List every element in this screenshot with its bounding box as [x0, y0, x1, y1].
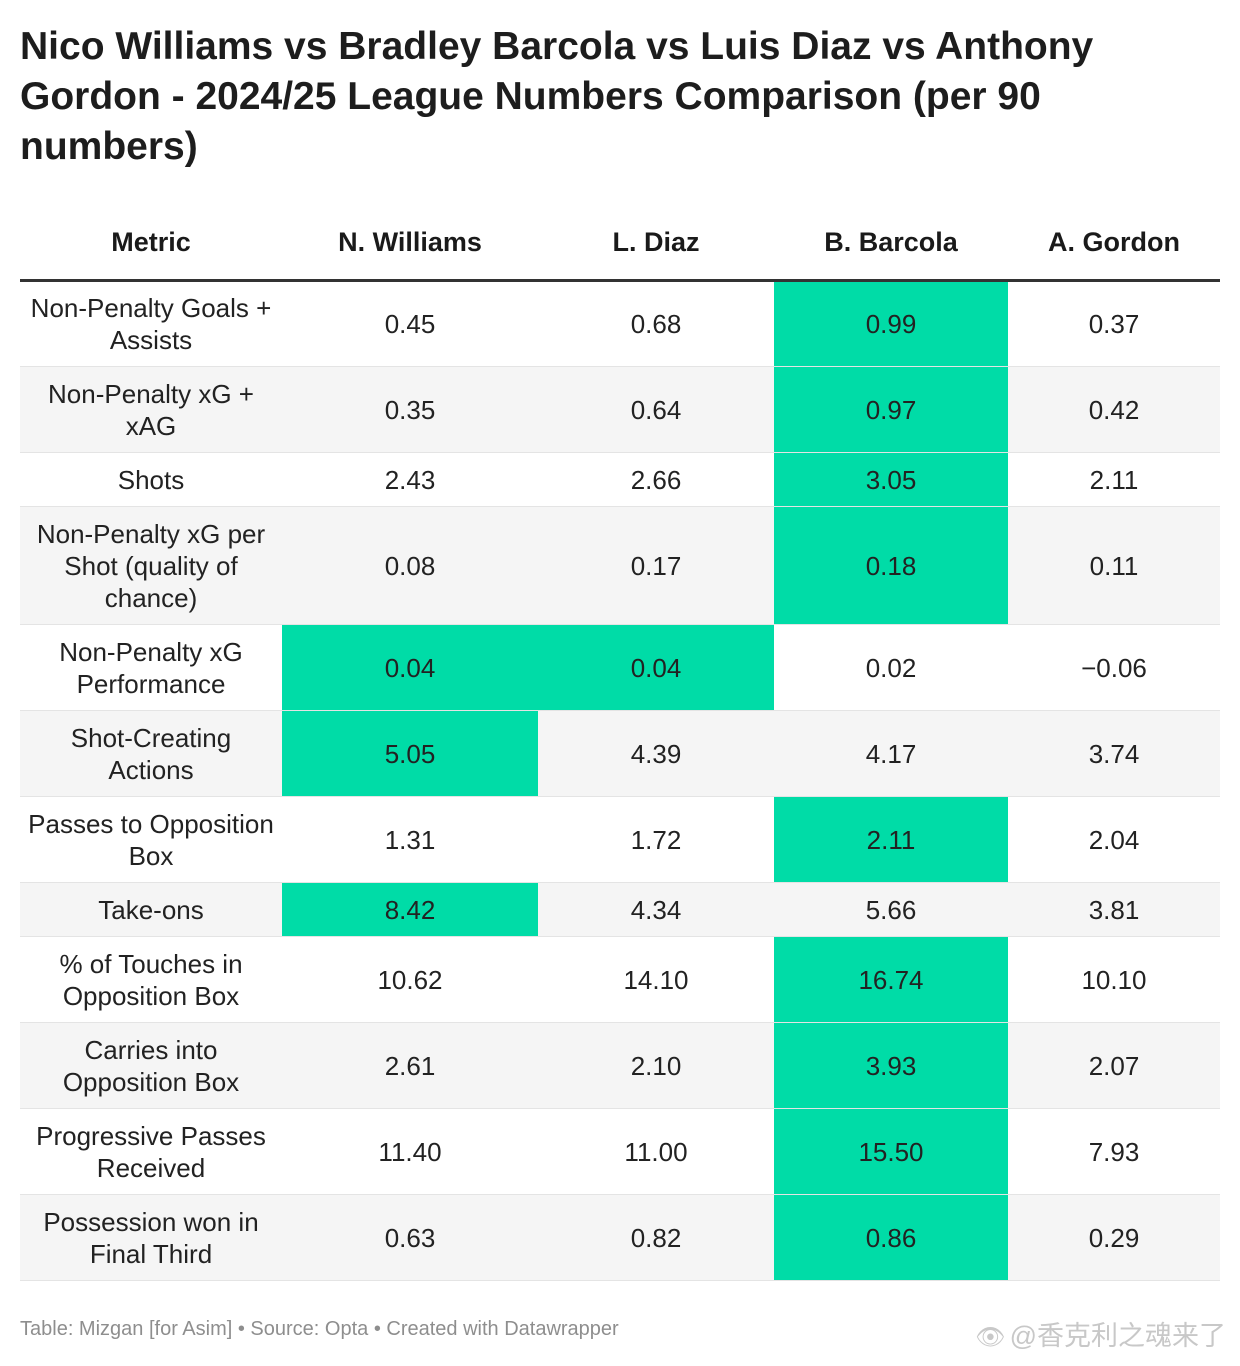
value-cell: 0.99 — [774, 280, 1008, 367]
value-cell: 0.04 — [282, 624, 538, 711]
value-cell: 0.18 — [774, 506, 1008, 625]
value-cell: 8.42 — [282, 882, 538, 937]
table-row: Passes to Opposition Box 1.31 1.72 2.11 2.04 — [20, 796, 1220, 883]
value-cell: 2.11 — [774, 796, 1008, 883]
value-cell: 15.50 — [774, 1108, 1008, 1195]
metric-cell: Non-Penalty xG + xAG — [20, 366, 282, 453]
value-cell: −0.06 — [1008, 624, 1220, 711]
value-cell: 14.10 — [538, 936, 774, 1023]
value-cell: 0.42 — [1008, 366, 1220, 453]
table-row: Non-Penalty xG + xAG 0.35 0.64 0.97 0.42 — [20, 366, 1220, 453]
metric-cell: Possession won in Final Third — [20, 1194, 282, 1281]
value-cell: 2.66 — [538, 452, 774, 507]
column-header-1: N. Williams — [282, 206, 538, 282]
table-row: Take-ons 8.42 4.34 5.66 3.81 — [20, 882, 1220, 937]
value-cell: 2.61 — [282, 1022, 538, 1109]
value-cell: 4.17 — [774, 710, 1008, 797]
weibo-icon: 👁 — [975, 1324, 1006, 1351]
value-cell: 2.10 — [538, 1022, 774, 1109]
value-cell: 5.66 — [774, 882, 1008, 937]
watermark: 👁 @香克利之魂来了 — [975, 1314, 1226, 1353]
value-cell: 1.72 — [538, 796, 774, 883]
table-row: Shots 2.43 2.66 3.05 2.11 — [20, 452, 1220, 507]
value-cell: 0.64 — [538, 366, 774, 453]
table-row: Non-Penalty Goals + Assists 0.45 0.68 0.99 0… — [20, 280, 1220, 367]
value-cell: 3.93 — [774, 1022, 1008, 1109]
value-cell: 0.08 — [282, 506, 538, 625]
value-cell: 2.07 — [1008, 1022, 1220, 1109]
value-cell: 2.43 — [282, 452, 538, 507]
watermark-text: @香克利之魂来了 — [1009, 1321, 1226, 1351]
column-header-3: B. Barcola — [774, 206, 1008, 282]
metric-cell: Non-Penalty xG Performance — [20, 624, 282, 711]
value-cell: 3.05 — [774, 452, 1008, 507]
column-header-2: L. Diaz — [538, 206, 774, 282]
metric-cell: Shots — [20, 452, 282, 507]
column-header-0: Metric — [20, 206, 282, 282]
value-cell: 4.39 — [538, 710, 774, 797]
value-cell: 4.34 — [538, 882, 774, 937]
metric-cell: Non-Penalty xG per Shot (quality of chan… — [20, 506, 282, 625]
table-row: Carries into Opposition Box 2.61 2.10 3.93 2… — [20, 1022, 1220, 1109]
table-row: % of Touches in Opposition Box 10.62 14.10… — [20, 936, 1220, 1023]
value-cell: 0.68 — [538, 280, 774, 367]
metric-cell: Carries into Opposition Box — [20, 1022, 282, 1109]
table-row: Non-Penalty xG per Shot (quality of chan… — [20, 506, 1220, 625]
value-cell: 2.04 — [1008, 796, 1220, 883]
metric-cell: Take-ons — [20, 882, 282, 937]
column-header-4: A. Gordon — [1008, 206, 1220, 282]
value-cell: 10.62 — [282, 936, 538, 1023]
value-cell: 0.02 — [774, 624, 1008, 711]
value-cell: 11.40 — [282, 1108, 538, 1195]
metric-cell: % of Touches in Opposition Box — [20, 936, 282, 1023]
value-cell: 0.17 — [538, 506, 774, 625]
value-cell: 3.74 — [1008, 710, 1220, 797]
value-cell: 0.45 — [282, 280, 538, 367]
value-cell: 0.35 — [282, 366, 538, 453]
metric-cell: Shot-Creating Actions — [20, 710, 282, 797]
table-body: Non-Penalty Goals + Assists 0.45 0.68 0.99 0… — [20, 280, 1220, 1281]
value-cell: 16.74 — [774, 936, 1008, 1023]
value-cell: 0.11 — [1008, 506, 1220, 625]
value-cell: 1.31 — [282, 796, 538, 883]
value-cell: 0.37 — [1008, 280, 1220, 367]
value-cell: 7.93 — [1008, 1108, 1220, 1195]
metric-cell: Passes to Opposition Box — [20, 796, 282, 883]
metric-cell: Non-Penalty Goals + Assists — [20, 280, 282, 367]
value-cell: 2.11 — [1008, 452, 1220, 507]
table-row: Possession won in Final Third 0.63 0.82 0.8… — [20, 1194, 1220, 1281]
table-header: Metric N. Williams L. Diaz B. Barcola A. Gor… — [20, 206, 1220, 282]
table-row: Shot-Creating Actions 5.05 4.39 4.17 3.74 — [20, 710, 1220, 797]
table-row: Non-Penalty xG Performance 0.04 0.04 0.02 −0… — [20, 624, 1220, 711]
value-cell: 10.10 — [1008, 936, 1220, 1023]
source-note: Table: Mizgan [for Asim] • Source: Opta … — [20, 1318, 619, 1340]
value-cell: 0.82 — [538, 1194, 774, 1281]
value-cell: 0.97 — [774, 366, 1008, 453]
header-row: Metric N. Williams L. Diaz B. Barcola A. Gor… — [20, 206, 1220, 282]
value-cell: 11.00 — [538, 1108, 774, 1195]
value-cell: 0.86 — [774, 1194, 1008, 1281]
metric-cell: Progressive Passes Received — [20, 1108, 282, 1195]
value-cell: 0.29 — [1008, 1194, 1220, 1281]
value-cell: 0.63 — [282, 1194, 538, 1281]
comparison-table: Metric N. Williams L. Diaz B. Barcola A. Gor… — [20, 206, 1220, 1281]
chart-title: Nico Williams vs Bradley Barcola vs Luis… — [20, 25, 1094, 168]
value-cell: 0.04 — [538, 624, 774, 711]
table-row: Progressive Passes Received 11.40 11.00 15.… — [20, 1108, 1220, 1195]
value-cell: 3.81 — [1008, 882, 1220, 937]
value-cell: 5.05 — [282, 710, 538, 797]
